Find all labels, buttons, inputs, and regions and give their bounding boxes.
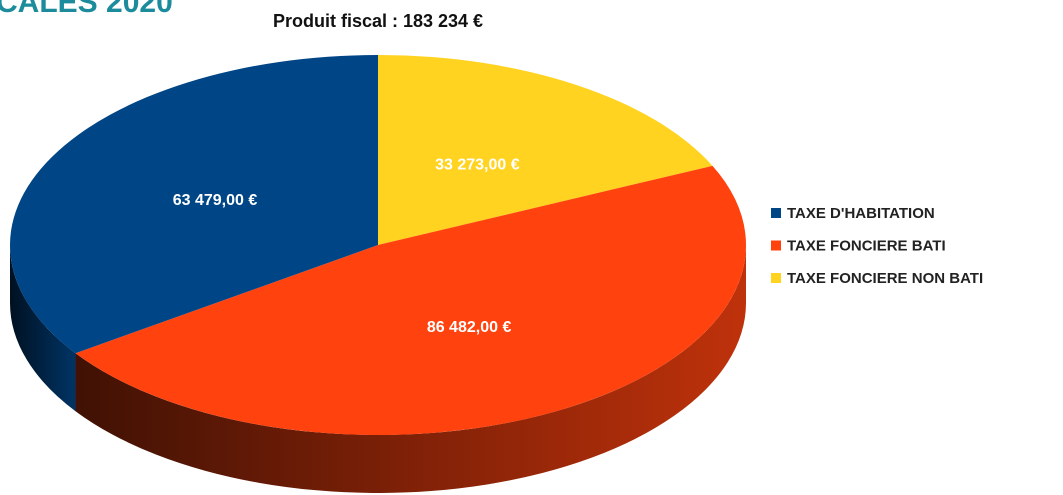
legend-swatch — [771, 240, 781, 251]
chart-title: Produit fiscal : 183 234 € — [273, 11, 483, 31]
legend-label: TAXE D'HABITATION — [787, 205, 935, 222]
slice — [9, 55, 379, 354]
value-label: 33 273,00 € — [435, 156, 520, 173]
legend-label: TAXE FONCIERE NON BATI — [787, 270, 983, 287]
page-header: CALES 2020 — [0, 0, 173, 19]
value-label: 63 479,00 € — [173, 192, 258, 209]
slice-side — [75, 245, 747, 494]
legend-swatch — [771, 273, 781, 283]
legend-label: TAXE FONCIERE BATI — [787, 237, 946, 254]
slice-side — [10, 245, 76, 412]
slice — [75, 165, 747, 436]
value-label: 86 482,00 € — [427, 319, 512, 336]
legend-swatch — [771, 208, 781, 218]
slice — [378, 55, 713, 245]
